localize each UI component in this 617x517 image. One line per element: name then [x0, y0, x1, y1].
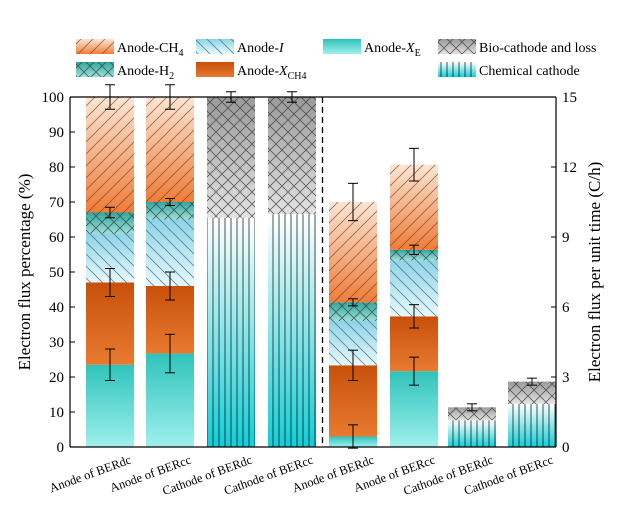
- legend-swatch-bio-cathode: [438, 39, 476, 54]
- bar-segment-anode-ch4-6: [390, 164, 438, 250]
- left-tick-label-30: 30: [49, 335, 64, 351]
- legend-item-bio-cathode: Bio-cathode and loss: [438, 39, 596, 56]
- error-bar-anode-xe-2: [165, 333, 175, 374]
- error-bar-anode-xch4-1: [105, 268, 115, 297]
- left-tick-label-40: 40: [49, 300, 64, 316]
- right-tick-label-6: 6: [562, 300, 570, 316]
- bar-segment-anode-ch4-1: [86, 97, 134, 213]
- bar-segment-bio-cathode-4: [268, 97, 316, 215]
- bar-segment-anode-h2-6: [390, 249, 438, 261]
- left-tick-label-80: 80: [49, 160, 64, 176]
- legend-item-anode-i: Anode-I: [196, 39, 285, 56]
- right-tick-label-12: 12: [562, 160, 577, 176]
- bar-segment-anode-h2-1: [86, 212, 134, 234]
- legend-label-anode-xch4: Anode-XCH4: [237, 64, 306, 82]
- right-tick-label-3: 3: [562, 370, 570, 386]
- bar-segment-bio-cathode-7: [448, 407, 496, 421]
- left-tick-label-50: 50: [49, 265, 64, 281]
- legend-label-anode-ch4: Anode-CH4: [117, 41, 183, 59]
- bars: [86, 97, 556, 447]
- legend-item-anode-xe: Anode-XE: [323, 39, 421, 59]
- error-bar-anode-xch4-5: [348, 349, 358, 381]
- error-bar-anode-h2-6: [409, 244, 419, 255]
- bar-segment-anode-i-5: [329, 321, 377, 366]
- error-bar-anode-ch4-5: [348, 182, 358, 222]
- legend: Anode-CH4 Anode-I Anode-XE Bio-cathode and …: [76, 39, 596, 82]
- left-axis-title: Electron flux percentage (%): [15, 174, 34, 371]
- error-bar-anode-h2-1: [105, 206, 115, 219]
- left-tick-label-20: 20: [49, 370, 64, 386]
- legend-label-chem-cathode: Chemical cathode: [479, 64, 580, 79]
- bar-segment-chem-cathode-4: [268, 214, 316, 447]
- left-tick-label-90: 90: [49, 125, 64, 141]
- error-bar-anode-ch4-6: [409, 147, 419, 182]
- legend-item-chem-cathode: Chemical cathode: [438, 62, 580, 79]
- bar-segment-chem-cathode-3: [207, 217, 255, 447]
- legend-label-anode-i: Anode-I: [237, 41, 285, 56]
- legend-swatch-chem-cathode: [438, 62, 476, 77]
- legend-label-bio-cathode: Bio-cathode and loss: [479, 41, 596, 56]
- legend-item-anode-ch4: Anode-CH4: [76, 39, 183, 59]
- bar-segment-bio-cathode-3: [207, 97, 255, 218]
- bar-segment-chem-cathode-7: [448, 420, 496, 447]
- left-tick-label-0: 0: [57, 440, 65, 456]
- error-bar-anode-xe-1: [105, 348, 115, 381]
- error-bars: [105, 84, 537, 449]
- error-bar-anode-xe-6: [409, 356, 419, 386]
- left-tick-label-10: 10: [49, 405, 64, 421]
- bar-segment-bio-cathode-8: [508, 381, 556, 404]
- right-tick-label-0: 0: [562, 440, 570, 456]
- legend-label-anode-xe: Anode-XE: [364, 41, 421, 59]
- right-tick-label-9: 9: [562, 230, 570, 246]
- error-bar-anode-h2-5: [348, 298, 358, 307]
- error-bar-anode-xe-5: [348, 424, 358, 449]
- right-tick-label-15: 15: [562, 90, 577, 106]
- left-tick-label-60: 60: [49, 230, 64, 246]
- right-axis-title: Electron flux per unit time (C/h): [585, 162, 604, 382]
- bar-segment-anode-h2-5: [329, 302, 377, 321]
- error-bar-anode-h2-2: [165, 198, 175, 206]
- error-bar-anode-xch4-2: [165, 271, 175, 301]
- left-tick-label-70: 70: [49, 195, 64, 211]
- error-bar-bio-cathode-8: [527, 377, 537, 386]
- legend-swatch-anode-xe: [323, 39, 361, 54]
- legend-swatch-anode-xch4: [196, 62, 234, 77]
- legend-label-anode-h2: Anode-H2: [117, 64, 174, 82]
- legend-item-anode-h2: Anode-H2: [76, 62, 174, 82]
- bar-segment-chem-cathode-8: [508, 403, 556, 447]
- bar-segment-anode-ch4-2: [146, 97, 194, 202]
- left-tick-label-100: 100: [42, 90, 65, 106]
- bar-segment-anode-h2-2: [146, 202, 194, 220]
- legend-swatch-anode-ch4: [76, 39, 114, 54]
- legend-swatch-anode-i: [196, 39, 234, 54]
- legend-swatch-anode-h2: [76, 62, 114, 77]
- error-bar-bio-cathode-7: [467, 403, 477, 412]
- legend-item-anode-xch4: Anode-XCH4: [196, 62, 306, 82]
- error-bar-anode-xch4-6: [409, 304, 419, 329]
